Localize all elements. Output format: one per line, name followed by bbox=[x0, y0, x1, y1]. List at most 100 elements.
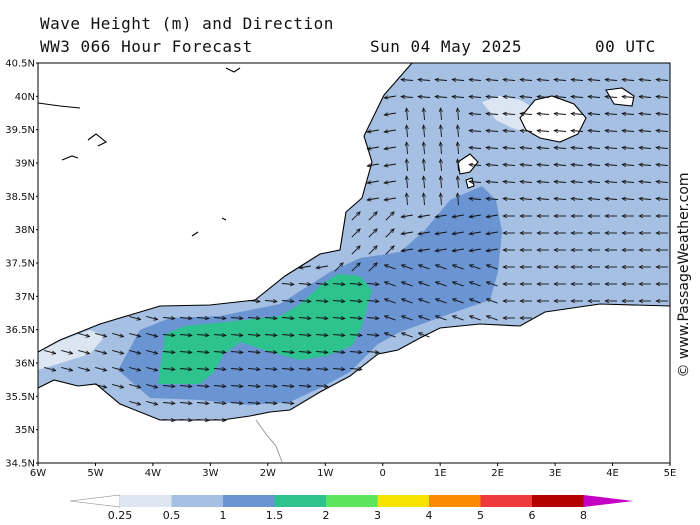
wave-arrow bbox=[264, 403, 277, 404]
wave-arrow bbox=[605, 199, 618, 200]
lat-tick-label: 35.5N bbox=[5, 392, 35, 403]
wave-arrow bbox=[622, 165, 635, 166]
wave-arrow bbox=[520, 182, 533, 183]
wave-arrow bbox=[213, 386, 226, 387]
wave-arrow bbox=[368, 246, 377, 255]
wave-arrow bbox=[264, 318, 277, 319]
wave-arrow bbox=[418, 249, 430, 251]
wave-arrow bbox=[298, 318, 311, 319]
wave-arrow bbox=[332, 318, 345, 319]
wave-arrow bbox=[264, 301, 277, 302]
wave-arrow bbox=[401, 333, 413, 338]
wave-arrow bbox=[112, 366, 124, 370]
wave-arrow bbox=[367, 181, 379, 183]
wave-arrow bbox=[332, 284, 345, 285]
wave-arrow bbox=[639, 148, 652, 149]
wave-arrow bbox=[196, 369, 209, 370]
lat-tick-label: 40.5N bbox=[5, 59, 35, 70]
wave-arrow bbox=[407, 176, 408, 189]
wave-arrow bbox=[435, 80, 448, 81]
scale-label: 0.5 bbox=[163, 509, 181, 522]
wave-arrow bbox=[281, 403, 294, 404]
wave-arrow bbox=[247, 369, 260, 370]
wave-arrow bbox=[112, 349, 124, 353]
wave-arrow bbox=[162, 335, 175, 336]
formentera-island bbox=[465, 177, 475, 189]
wave-arrow bbox=[503, 97, 516, 98]
scale-swatch bbox=[274, 495, 326, 507]
scale-label: 8 bbox=[580, 509, 587, 522]
wave-arrow bbox=[332, 335, 345, 336]
wave-arrow bbox=[230, 318, 243, 319]
wave-arrow bbox=[605, 182, 618, 183]
wave-arrow bbox=[503, 199, 516, 200]
wave-arrow bbox=[571, 199, 584, 200]
wave-arrow bbox=[639, 114, 652, 115]
wave-arrow bbox=[162, 420, 175, 421]
wave-arrow bbox=[129, 366, 141, 370]
wave-arrow bbox=[179, 352, 192, 353]
wave-arrow bbox=[486, 148, 499, 149]
forecast-time: 00 UTC bbox=[595, 37, 656, 56]
wave-arrow bbox=[418, 232, 430, 234]
lon-tick-label: 0 bbox=[380, 468, 386, 479]
wave-arrow bbox=[588, 114, 601, 115]
wave-arrow bbox=[469, 249, 481, 251]
wave-arrow bbox=[441, 176, 442, 189]
scale-swatch bbox=[171, 495, 223, 507]
wave-arrow bbox=[486, 114, 499, 115]
wave-arrow bbox=[418, 215, 430, 217]
wave-arrow bbox=[281, 284, 294, 285]
wave-arrow bbox=[486, 249, 498, 251]
wave-arrow bbox=[424, 193, 425, 206]
wave-arrow bbox=[503, 182, 516, 183]
wave-arrow bbox=[230, 386, 243, 387]
wave-arrow bbox=[486, 165, 499, 166]
wave-arrow bbox=[486, 80, 499, 81]
scale-swatch bbox=[326, 495, 378, 507]
wave-arrow bbox=[384, 299, 396, 304]
wave-arrow bbox=[424, 159, 425, 172]
ibiza-island bbox=[457, 153, 479, 175]
wave-arrow bbox=[435, 97, 448, 98]
wave-arrow bbox=[316, 266, 328, 268]
wave-arrow bbox=[486, 232, 498, 234]
wave-arrow bbox=[520, 165, 533, 166]
wave-arrow bbox=[554, 199, 567, 200]
lat-tick-label: 35N bbox=[15, 425, 35, 436]
wave-arrow bbox=[605, 114, 618, 115]
wave-arrow bbox=[537, 97, 550, 98]
wave-arrow bbox=[299, 266, 311, 268]
wave-arrow bbox=[469, 215, 481, 217]
wave-arrow bbox=[349, 369, 362, 370]
wave-arrow bbox=[588, 131, 601, 132]
wave-arrow bbox=[247, 318, 260, 319]
wave-arrow bbox=[196, 318, 209, 319]
wave-arrow bbox=[407, 108, 408, 121]
lat-tick-label: 37.5N bbox=[5, 259, 35, 270]
wave-arrow bbox=[435, 249, 447, 251]
wave-arrow bbox=[537, 131, 550, 132]
wave-arrow bbox=[95, 383, 107, 387]
wave-arrow bbox=[469, 199, 482, 200]
lon-tick-label: 5E bbox=[664, 468, 677, 479]
wave-arrow bbox=[469, 131, 482, 132]
wave-arrow bbox=[639, 165, 652, 166]
wave-arrow bbox=[520, 148, 533, 149]
wave-arrow bbox=[162, 386, 175, 387]
wave-arrow bbox=[298, 386, 311, 387]
lat-tick-label: 36.5N bbox=[5, 325, 35, 336]
wave-arrow bbox=[520, 199, 533, 200]
wave-arrow bbox=[458, 176, 459, 189]
wave-arrow bbox=[571, 97, 584, 98]
wave-arrow bbox=[407, 142, 408, 155]
wave-arrow bbox=[458, 142, 459, 155]
wave-arrow bbox=[486, 215, 498, 217]
wave-arrow bbox=[179, 403, 192, 404]
wave-arrow bbox=[196, 420, 209, 421]
wave-arrow bbox=[281, 369, 294, 370]
wave-arrow bbox=[554, 97, 567, 98]
wave-arrow bbox=[146, 315, 158, 319]
wave-arrow bbox=[281, 335, 294, 336]
wave-arrow bbox=[78, 332, 90, 336]
